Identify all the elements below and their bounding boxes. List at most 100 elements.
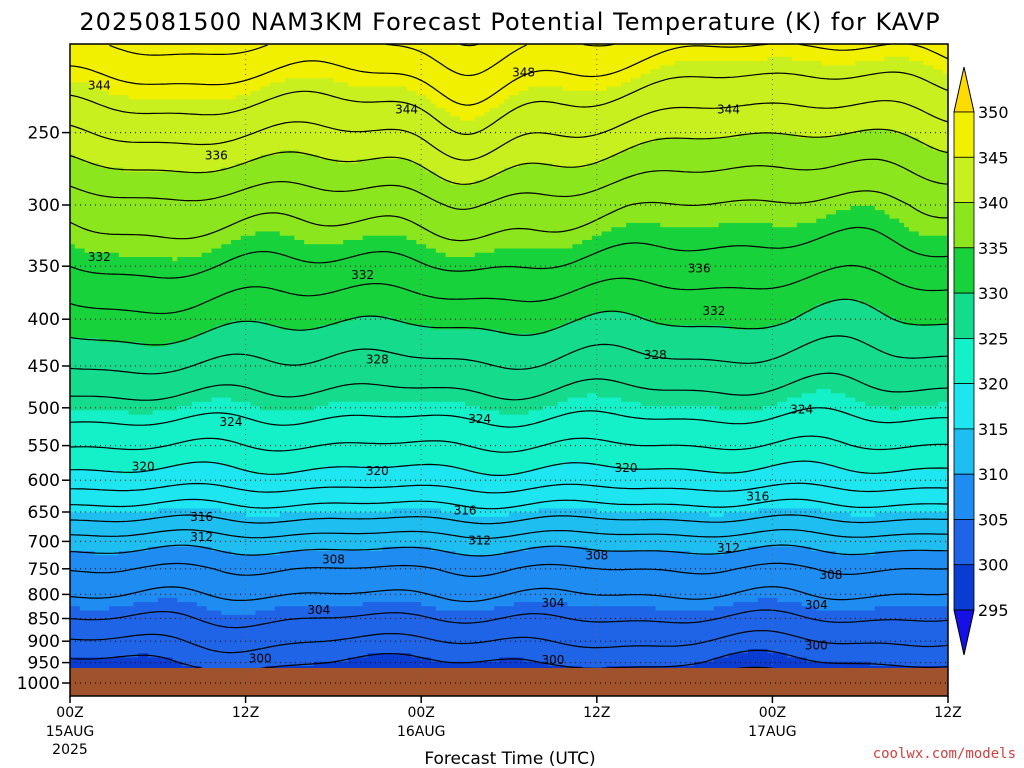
theta-fill-cell xyxy=(70,627,948,633)
theta-fill-cell xyxy=(284,78,334,83)
colorbar-tick-label: 325 xyxy=(978,329,1009,348)
theta-fill-cell xyxy=(860,470,891,475)
theta-fill-cell xyxy=(616,465,764,471)
theta-fill-cell xyxy=(874,550,948,556)
theta-fill-cell xyxy=(70,65,661,71)
theta-fill-cell xyxy=(211,248,437,254)
theta-fill-cell xyxy=(626,222,661,228)
theta-fill-cell xyxy=(757,508,822,514)
y-tick-label: 500 xyxy=(28,399,60,419)
theta-fill-cell xyxy=(494,606,656,612)
theta-contour xyxy=(70,528,948,539)
theta-fill-cell xyxy=(187,461,222,467)
contour-label: 324 xyxy=(468,412,491,426)
theta-fill-cell xyxy=(70,661,183,667)
theta-fill-cell xyxy=(826,214,891,220)
theta-fill-cell xyxy=(469,512,510,518)
theta-fill-cell xyxy=(777,401,866,407)
theta-fill-cell xyxy=(440,176,491,181)
theta-fill-cell xyxy=(70,214,827,220)
theta-fill-cell xyxy=(235,95,427,100)
theta-fill-cell xyxy=(777,597,948,603)
theta-fill-cell xyxy=(801,312,886,318)
colorbar-swatch xyxy=(953,202,975,249)
theta-fill-cell xyxy=(855,397,948,403)
theta-fill-cell xyxy=(70,529,948,535)
theta-fill-cell xyxy=(528,410,948,416)
theta-fill-cell xyxy=(333,78,632,83)
theta-fill-cell xyxy=(70,320,232,326)
theta-contour xyxy=(70,44,948,106)
theta-fill-cell xyxy=(70,495,948,501)
theta-fill-cell xyxy=(426,95,510,100)
theta-fill-cell xyxy=(343,239,417,245)
theta-fill-cell xyxy=(255,610,948,616)
theta-fill-cell xyxy=(70,406,178,411)
theta-fill-cell xyxy=(70,448,948,454)
colorbar-swatch xyxy=(953,473,975,520)
theta-fill-cell xyxy=(757,597,778,603)
theta-fill-cell xyxy=(640,141,925,147)
theta-fill-cell xyxy=(674,61,822,66)
colorbar-swatch xyxy=(953,292,975,339)
theta-fill-cell xyxy=(406,86,530,92)
theta-fill-cell xyxy=(230,397,569,403)
theta-fill-cell xyxy=(128,410,154,416)
theta-fill-cell xyxy=(177,406,261,411)
theta-fill-cell xyxy=(504,99,948,105)
contour-label: 304 xyxy=(805,598,828,612)
contour-label: 312 xyxy=(190,530,213,544)
colorbar-tick-label: 345 xyxy=(978,148,1009,167)
theta-fill-cell xyxy=(923,141,948,147)
x-axis-label: Forecast Time (UTC) xyxy=(424,749,595,768)
theta-fill-cell xyxy=(70,295,948,301)
theta-fill-cell xyxy=(250,90,417,96)
y-tick-label: 900 xyxy=(28,632,60,652)
theta-fill-cell xyxy=(70,282,948,288)
theta-fill-cell xyxy=(840,465,948,471)
theta-fill-cell xyxy=(118,550,232,556)
theta-fill-cell xyxy=(70,90,110,96)
theta-fill-cell xyxy=(543,465,617,471)
theta-fill-cell xyxy=(435,171,500,177)
theta-fill-cell xyxy=(869,661,948,667)
credit-text: coolwx.com/models xyxy=(873,746,1016,762)
theta-fill-cell xyxy=(479,406,544,411)
colorbar-tick-label: 295 xyxy=(978,601,1009,620)
theta-fill-cell xyxy=(889,214,948,220)
theta-fill-cell xyxy=(596,393,803,399)
y-tick-label: 800 xyxy=(28,585,60,605)
theta-fill-cell xyxy=(70,337,100,343)
theta-fill-cell xyxy=(70,559,948,565)
theta-fill-cell xyxy=(279,325,320,331)
theta-contour xyxy=(70,100,948,161)
theta-fill-cell xyxy=(70,342,144,348)
theta-fill-cell xyxy=(435,103,500,109)
theta-fill-cell xyxy=(787,397,856,403)
theta-fill-cell xyxy=(591,235,948,241)
contour-label: 300 xyxy=(805,639,828,653)
theta-fill-cell xyxy=(260,406,315,411)
theta-fill-cell xyxy=(601,231,920,237)
theta-fill-cell xyxy=(908,227,948,233)
contour-label: 324 xyxy=(220,415,243,429)
theta-fill-cell xyxy=(70,478,948,484)
theta-fill-cell xyxy=(811,546,948,552)
theta-fill-cell xyxy=(70,410,130,416)
theta-fill-cell xyxy=(70,521,948,526)
theta-fill-cell xyxy=(445,107,491,113)
x-tick-label: 00Z xyxy=(56,705,83,721)
theta-fill-cell xyxy=(70,312,593,318)
contour-label: 300 xyxy=(249,651,272,665)
theta-fill-cell xyxy=(416,90,520,96)
theta-fill-cell xyxy=(338,320,408,326)
theta-fill-cell xyxy=(70,508,159,514)
theta-fill-cell xyxy=(70,431,948,437)
theta-fill-cell xyxy=(70,563,948,569)
theta-fill-cell xyxy=(70,210,837,215)
theta-fill-cell xyxy=(70,487,948,492)
theta-fill-cell xyxy=(70,631,948,637)
theta-fill-cell xyxy=(70,171,437,177)
theta-contour xyxy=(70,407,948,428)
theta-fill-cell xyxy=(796,133,837,139)
